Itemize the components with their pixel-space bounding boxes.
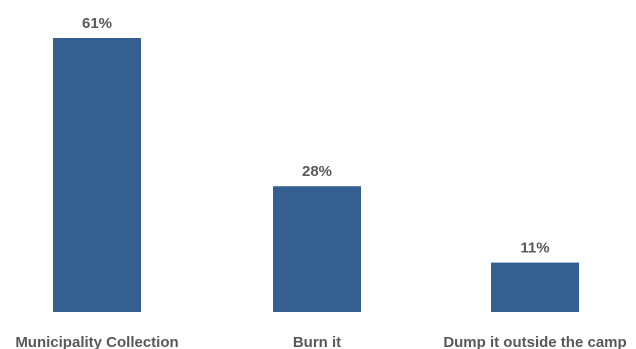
value-label-2: 11% [520,240,549,257]
category-label-2: Dump it outside the camp [443,334,626,349]
bar-2 [491,263,579,312]
bar-0 [53,38,141,312]
category-labels-layer: Municipality Collection Burn it Dump it ou… [15,334,626,349]
category-label-0: Municipality Collection [15,334,178,349]
bar-1 [273,186,361,312]
value-label-0: 61% [82,15,112,32]
value-label-1: 28% [302,163,332,180]
category-label-1: Burn it [293,334,341,349]
